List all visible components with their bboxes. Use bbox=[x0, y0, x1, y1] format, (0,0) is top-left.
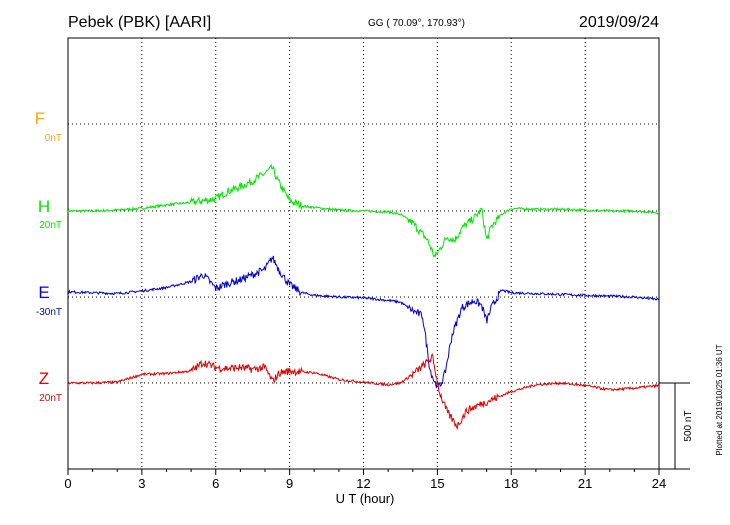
scale-bar bbox=[659, 382, 690, 470]
series-offset-f: 0nT bbox=[45, 133, 62, 144]
x-tick-label: 15 bbox=[430, 476, 444, 491]
x-tick-label: 18 bbox=[504, 476, 518, 491]
date-label: 2019/09/24 bbox=[579, 14, 659, 31]
x-tick-label: 24 bbox=[652, 476, 666, 491]
x-tick-label: 6 bbox=[212, 476, 219, 491]
series-label-z: Z bbox=[39, 369, 49, 388]
series-line-e bbox=[67, 255, 660, 389]
x-axis-label: U T (hour) bbox=[336, 491, 395, 506]
series-label-e: E bbox=[38, 283, 49, 302]
scale-bar-label: 500 nT bbox=[683, 410, 694, 441]
series-offset-e: -30nT bbox=[36, 307, 62, 318]
series-label-f: F bbox=[35, 109, 45, 128]
series-line-h bbox=[67, 163, 660, 258]
series-offset-z: 20nT bbox=[39, 393, 62, 404]
station-title: Pebek (PBK) [AARI] bbox=[68, 14, 211, 31]
coords-label: GG ( 70.09°, 170.93°) bbox=[368, 18, 465, 29]
series-label-h: H bbox=[38, 197, 50, 216]
x-tick-label: 3 bbox=[138, 476, 145, 491]
series-offset-h: 20nT bbox=[39, 220, 62, 231]
x-tick-label: 0 bbox=[64, 476, 71, 491]
x-axis-ticks: 0 3 6 9 12 15 18 21 24 bbox=[64, 469, 666, 491]
plotted-at-note: Plotted at 2019/10/25 01:36 UT bbox=[715, 344, 724, 455]
x-tick-label: 21 bbox=[578, 476, 592, 491]
x-tick-label: 12 bbox=[356, 476, 370, 491]
traces bbox=[67, 163, 660, 431]
x-tick-label: 9 bbox=[286, 476, 293, 491]
series-line-z bbox=[67, 353, 660, 431]
vertical-grid bbox=[141, 38, 586, 469]
